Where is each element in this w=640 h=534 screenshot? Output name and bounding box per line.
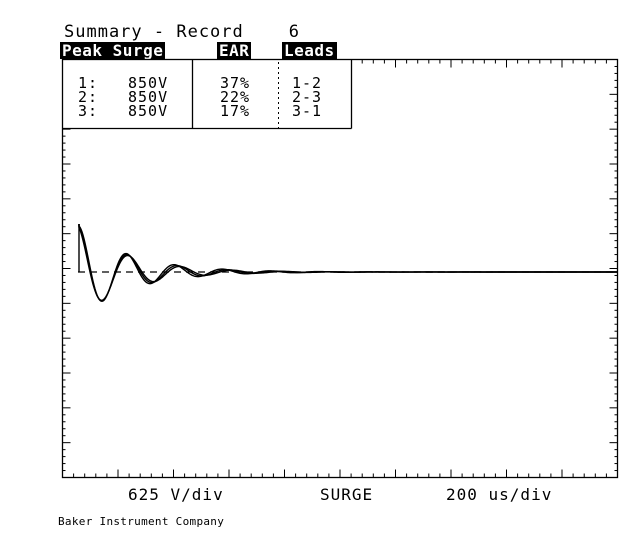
ear-value: 22% (220, 88, 251, 106)
summary-title-label: Summary - Record (64, 22, 244, 42)
table-row: 1: (78, 74, 99, 92)
summary-title: Summary - Record 6 (64, 22, 300, 42)
peak-value: 850V (128, 88, 169, 106)
leads-value: 3-1 (292, 102, 323, 120)
mode-label: SURGE (320, 485, 374, 504)
record-number: 6 (288, 22, 300, 42)
table-row: 2: (78, 88, 99, 106)
company-name: Baker Instrument Company (58, 515, 225, 528)
plot-frame (61, 58, 619, 479)
ear-value: 37% (220, 74, 251, 92)
header-leads: Leads (282, 41, 337, 60)
time-scale-label: 200 us/div (446, 485, 553, 504)
header-ear: EAR (217, 41, 252, 60)
header-peak-surge: Peak Surge (60, 41, 166, 60)
table-row: 3: (78, 102, 99, 120)
ear-value: 17% (220, 102, 251, 120)
surge-waveform-2 (78, 224, 617, 302)
peak-value: 850V (128, 102, 169, 120)
vertical-scale-label: 625 V/div (128, 485, 224, 504)
peak-value: 850V (128, 74, 169, 92)
leads-value: 1-2 (292, 74, 323, 92)
surge-waveform-1 (78, 224, 617, 303)
surge-waveform-3 (78, 224, 617, 301)
leads-value: 2-3 (292, 88, 323, 106)
